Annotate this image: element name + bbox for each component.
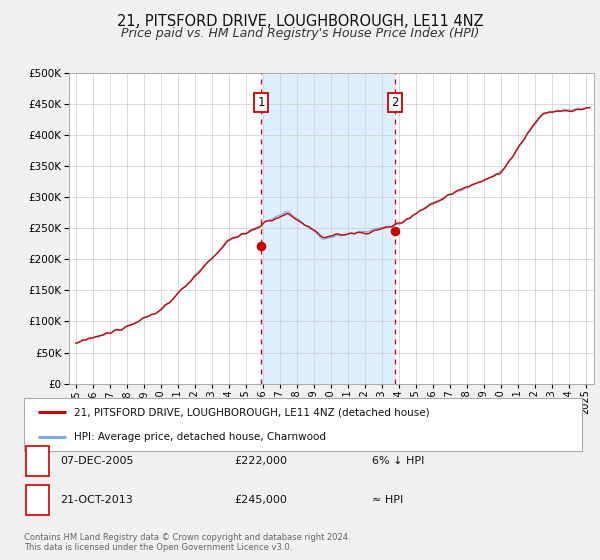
Text: Price paid vs. HM Land Registry's House Price Index (HPI): Price paid vs. HM Land Registry's House … [121, 27, 479, 40]
Text: 21, PITSFORD DRIVE, LOUGHBOROUGH, LE11 4NZ: 21, PITSFORD DRIVE, LOUGHBOROUGH, LE11 4… [116, 14, 484, 29]
Text: ≈ HPI: ≈ HPI [372, 495, 403, 505]
Text: This data is licensed under the Open Government Licence v3.0.: This data is licensed under the Open Gov… [24, 543, 292, 552]
Text: 21-OCT-2013: 21-OCT-2013 [60, 495, 133, 505]
Text: £222,000: £222,000 [234, 456, 287, 466]
Text: HPI: Average price, detached house, Charnwood: HPI: Average price, detached house, Char… [74, 432, 326, 442]
Text: Contains HM Land Registry data © Crown copyright and database right 2024.: Contains HM Land Registry data © Crown c… [24, 533, 350, 542]
Text: 6% ↓ HPI: 6% ↓ HPI [372, 456, 424, 466]
Text: 2: 2 [391, 96, 399, 109]
Point [257, 241, 266, 250]
Text: 07-DEC-2005: 07-DEC-2005 [60, 456, 133, 466]
Text: 1: 1 [257, 96, 265, 109]
Text: 21, PITSFORD DRIVE, LOUGHBOROUGH, LE11 4NZ (detached house): 21, PITSFORD DRIVE, LOUGHBOROUGH, LE11 4… [74, 408, 430, 418]
Text: 1: 1 [34, 454, 41, 468]
Point [391, 227, 400, 236]
Text: £245,000: £245,000 [234, 495, 287, 505]
Text: 2: 2 [34, 493, 41, 507]
